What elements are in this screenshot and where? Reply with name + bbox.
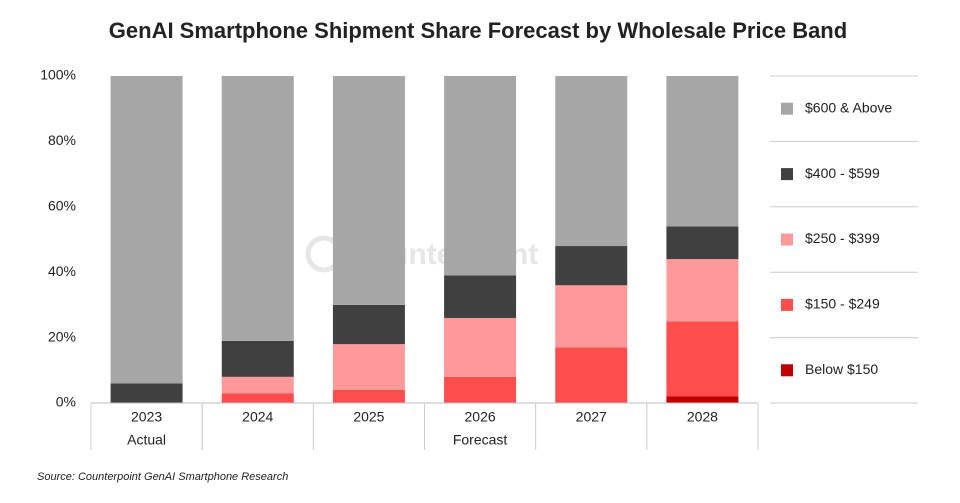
bar-segment [110,383,183,403]
y-tick-label: 40% [48,263,76,279]
bar-segment [221,340,294,377]
y-tick-label: 80% [48,132,76,148]
bar-segment [555,76,628,247]
bar-segment [666,321,739,397]
legend-swatch [781,168,793,181]
legend-label: $600 & Above [805,99,892,115]
bar-segment [555,246,628,286]
bar-segment [332,344,405,390]
legend-swatch [781,298,793,311]
legend-label: $150 - $249 [805,296,880,312]
y-tick-label: 60% [48,198,76,214]
y-tick-label: 20% [48,328,76,344]
x-tick-label: 2026 [465,409,496,425]
legend-swatch [781,102,793,115]
bar-segment [221,393,294,403]
bar-segment [666,76,739,227]
bar-segment [555,347,628,403]
bar-segment [332,389,405,403]
legend-swatch [781,364,793,377]
bar-segment [444,376,517,403]
bar-segment [444,317,517,377]
legend-label: $250 - $399 [805,230,880,246]
chart-title: GenAI Smartphone Shipment Share Forecast… [109,18,847,43]
x-tick-label: 2025 [353,409,384,425]
bar-segment [110,76,183,384]
bar-segment [332,304,405,345]
bar-segment [666,226,739,260]
legend-swatch [781,233,793,246]
bar-segment [555,285,628,348]
source: Source: Counterpoint GenAI Smartphone Re… [37,471,288,483]
y-tick-label: 0% [56,394,76,410]
bar-segment [444,275,517,318]
bar-segment [221,76,294,341]
x-tick-label: 2024 [242,409,273,425]
legend-label: $400 - $599 [805,165,880,181]
x-tick-label: 2027 [576,409,607,425]
legend-label: Below $150 [805,361,878,377]
bar-segment [666,396,739,403]
bar-segment [221,376,294,394]
y-tick-label: 100% [40,67,76,83]
bar-segment [332,76,405,305]
bar-segment [666,259,739,322]
x-tick-label: 2028 [687,409,718,425]
bar-segment [444,76,517,276]
group-label: Forecast [453,432,508,448]
group-label: Actual [127,432,166,448]
x-tick-label: 2023 [131,409,162,425]
